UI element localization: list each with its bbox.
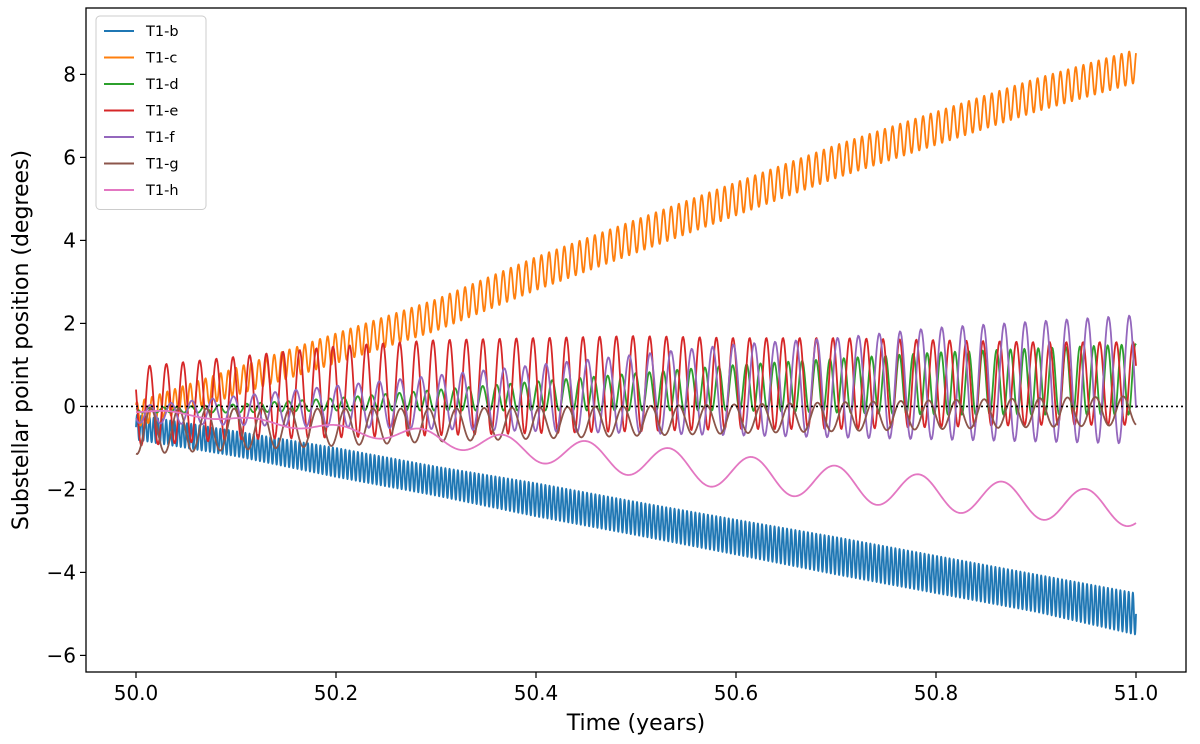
legend-label-t1-e: T1-e [145,104,178,120]
legend-label-t1-d: T1-d [145,77,179,93]
series-line-t1-h [135,409,1137,527]
series-line-t1-b [135,413,1137,636]
y-axis: −6 −4 −2 0 2 4 6 8 [47,62,86,667]
series-line-t1-c [135,50,1137,427]
x-axis-label: Time (years) [566,711,706,736]
y-tick-label: −4 [47,560,76,584]
x-tick-label: 50.4 [514,681,559,705]
series-line-t1-e [135,335,1137,447]
legend-label-t1-f: T1-f [145,130,175,146]
series-line-t1-f [135,314,1137,445]
legend: T1-b T1-c T1-d T1-e T1-f T1-g T1-h [95,15,207,210]
legend-label-t1-g: T1-g [145,157,179,173]
legend-label-t1-h: T1-h [145,183,179,199]
legend-label-t1-b: T1-b [145,24,179,40]
x-tick-label: 50.8 [914,681,959,705]
plot-area-frame [85,7,1187,673]
x-tick-label: 50.0 [114,681,159,705]
x-tick-label: 51.0 [1114,681,1159,705]
x-tick-label: 50.2 [314,681,359,705]
y-tick-label: −2 [47,477,76,501]
legend-box [95,15,207,210]
series-line-t1-g [135,395,1137,455]
y-tick-label: 6 [63,145,76,169]
plot-series [135,50,1137,636]
y-tick-label: −6 [47,643,76,667]
y-tick-label: 0 [63,394,76,418]
x-tick-label: 50.6 [714,681,759,705]
y-tick-label: 2 [63,311,76,335]
legend-label-t1-c: T1-c [145,51,177,67]
x-axis: 50.0 50.2 50.4 50.6 50.8 51.0 [114,672,1159,705]
y-tick-label: 8 [63,62,76,86]
y-axis-label: Substellar point position (degrees) [9,150,34,530]
y-tick-label: 4 [63,228,76,252]
